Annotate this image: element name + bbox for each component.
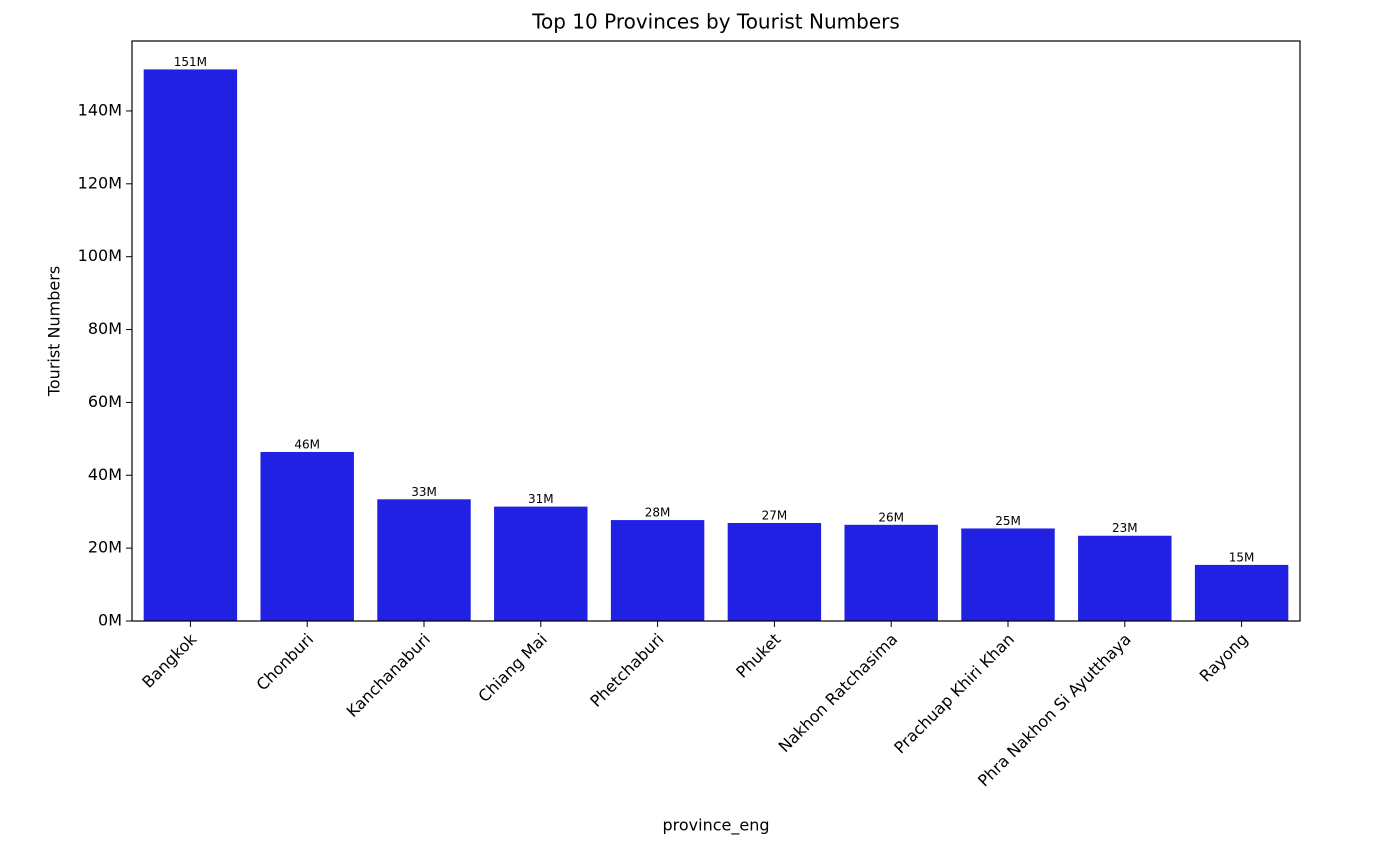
value-label: 23M xyxy=(1112,521,1138,535)
bar xyxy=(143,69,238,621)
x-tick-label: Phetchaburi xyxy=(586,630,667,711)
y-tick-label: 0M xyxy=(98,611,122,630)
value-label: 46M xyxy=(294,437,320,451)
x-tick-label: Phuket xyxy=(732,630,784,682)
y-tick-label: 120M xyxy=(78,173,122,192)
bar xyxy=(727,522,822,621)
x-tick-label: Nakhon Ratchasima xyxy=(775,630,902,757)
value-label: 15M xyxy=(1229,550,1255,564)
y-tick-label: 40M xyxy=(88,465,122,484)
plot-frame xyxy=(131,40,1301,622)
value-label: 27M xyxy=(762,508,788,522)
bar xyxy=(610,520,705,621)
x-tick-label: Prachuap Khiri Khan xyxy=(890,630,1018,758)
value-label: 26M xyxy=(878,510,904,524)
value-label: 151M xyxy=(174,55,207,69)
y-tick-label: 140M xyxy=(78,100,122,119)
x-tick-label: Chonburi xyxy=(252,630,317,695)
y-tick-label: 100M xyxy=(78,246,122,265)
y-tick-label: 80M xyxy=(88,319,122,338)
bar xyxy=(961,528,1055,621)
bar xyxy=(260,451,354,621)
bar xyxy=(1078,535,1172,621)
y-tick-label: 60M xyxy=(88,392,122,411)
bar xyxy=(377,499,471,621)
x-tick-label: Rayong xyxy=(1196,630,1252,686)
x-tick-label: Chiang Mai xyxy=(474,630,550,706)
chart-title: Top 10 Provinces by Tourist Numbers xyxy=(531,10,900,34)
x-axis-label: province_eng xyxy=(662,816,769,836)
value-label: 25M xyxy=(995,514,1021,528)
bar xyxy=(1194,564,1289,621)
x-tick-label: Kanchanaburi xyxy=(343,630,434,721)
value-label: 28M xyxy=(645,506,671,520)
y-axis-label: Tourist Numbers xyxy=(45,266,64,397)
x-tick-label: Bangkok xyxy=(138,629,201,692)
bar xyxy=(494,506,588,621)
value-label: 31M xyxy=(528,492,554,506)
bar xyxy=(844,524,938,621)
y-tick-label: 20M xyxy=(88,538,122,557)
value-label: 33M xyxy=(411,485,437,499)
